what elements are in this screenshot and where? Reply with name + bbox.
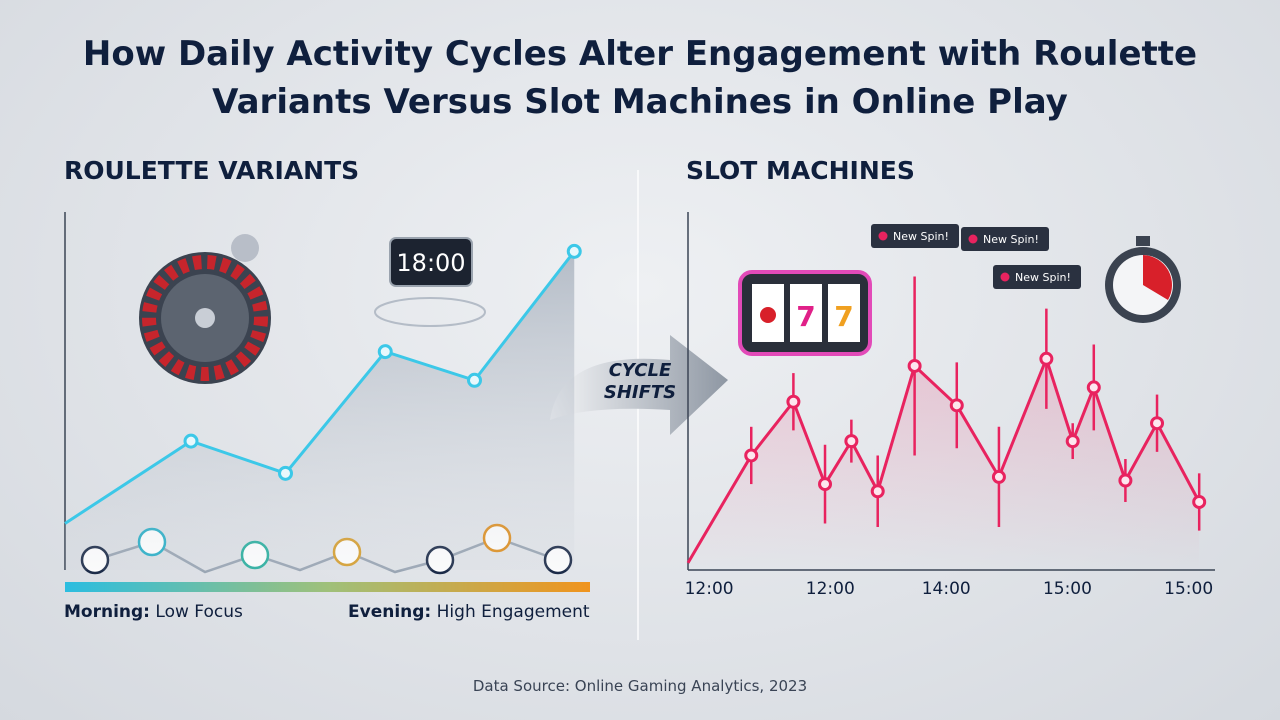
legend-left: Morning: Low Focus [64, 602, 243, 622]
legend-right: Evening: High Engagement [348, 602, 590, 622]
point [844, 434, 859, 449]
point [786, 394, 801, 409]
page-title: How Daily Activity Cycles Alter Engageme… [82, 34, 1198, 122]
annotation-icon [968, 234, 978, 244]
point [1150, 416, 1165, 431]
point [377, 344, 393, 360]
section-title: ROULETTE VARIANTS [64, 156, 360, 185]
annotation: New Spin! [983, 233, 1039, 246]
legend-text: Low Focus [155, 602, 243, 622]
time-gradient-bar [65, 582, 590, 592]
annotation-box [871, 224, 959, 248]
point [183, 433, 199, 449]
point [566, 243, 582, 259]
point [278, 465, 293, 481]
source: Data Source: Online Gaming Analytics, 20… [472, 677, 808, 695]
point [1039, 351, 1054, 366]
transition-label: CYCLE SHIFTS [603, 360, 677, 403]
clock-label: 18:00 [396, 249, 465, 277]
svg-text:7: 7 [796, 300, 815, 333]
x-tick-label: 12:00 [806, 579, 855, 599]
area [65, 251, 575, 570]
annotation-box [961, 227, 1049, 251]
roulette-wheel [139, 234, 271, 384]
point [1086, 380, 1101, 395]
area [688, 358, 1200, 570]
point [818, 477, 833, 492]
clock-display [374, 237, 486, 327]
line [64, 250, 576, 525]
x-tick-label: 15:00 [1164, 579, 1213, 599]
point [467, 372, 482, 388]
point [1065, 434, 1080, 449]
slot-machine: 7 7 [738, 270, 872, 356]
point [991, 469, 1006, 484]
annotation-icon [878, 231, 888, 241]
point [907, 358, 922, 373]
transition-arrow [550, 335, 728, 435]
stopwatch [1105, 236, 1181, 323]
svg-text:7: 7 [834, 300, 853, 333]
section-title: SLOT MACHINES [686, 156, 915, 185]
legend-label: Evening: [348, 602, 432, 622]
annotation-box [993, 265, 1081, 289]
legend-text: High Engagement [436, 602, 590, 622]
point [1118, 473, 1133, 488]
annotation: New Spin! [893, 230, 949, 243]
x-tick-label: 15:00 [1043, 579, 1092, 599]
annotation-icon [1000, 272, 1010, 282]
legend-label: Morning: [64, 602, 150, 622]
point [870, 484, 885, 499]
point [949, 398, 964, 413]
point [744, 448, 759, 463]
annotation: New Spin! [1015, 271, 1071, 284]
x-tick-label: 12:00 [685, 579, 734, 599]
x-tick-label: 14:00 [922, 579, 971, 599]
point [1192, 494, 1207, 509]
